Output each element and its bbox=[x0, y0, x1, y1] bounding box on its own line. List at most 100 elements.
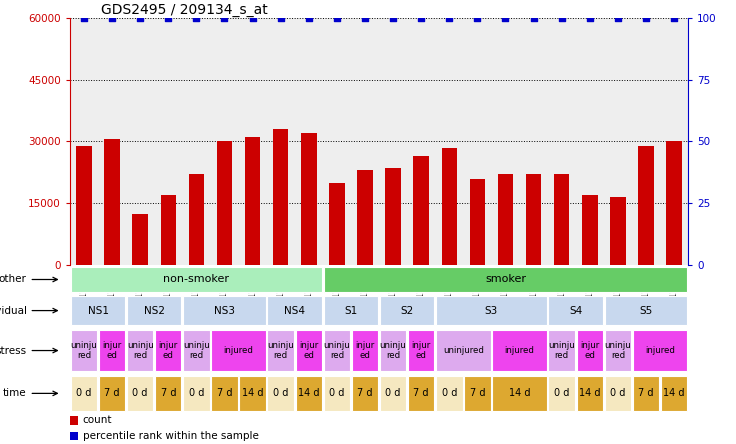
Text: NS3: NS3 bbox=[214, 305, 235, 316]
FancyBboxPatch shape bbox=[324, 376, 350, 411]
Bar bbox=[666, 141, 682, 265]
Text: 0 d: 0 d bbox=[610, 388, 626, 398]
Text: 0 d: 0 d bbox=[329, 388, 344, 398]
Text: injur
ed: injur ed bbox=[411, 341, 431, 360]
Text: injur
ed: injur ed bbox=[580, 341, 599, 360]
FancyBboxPatch shape bbox=[211, 330, 266, 371]
Text: uninju
red: uninju red bbox=[380, 341, 406, 360]
FancyBboxPatch shape bbox=[183, 330, 210, 371]
Point bbox=[134, 14, 146, 21]
Bar bbox=[414, 156, 429, 265]
FancyBboxPatch shape bbox=[436, 330, 491, 371]
Bar bbox=[160, 195, 176, 265]
Bar bbox=[638, 146, 654, 265]
FancyBboxPatch shape bbox=[380, 330, 406, 371]
FancyBboxPatch shape bbox=[183, 376, 210, 411]
Text: injured: injured bbox=[645, 346, 675, 355]
FancyBboxPatch shape bbox=[296, 330, 322, 371]
FancyBboxPatch shape bbox=[71, 330, 97, 371]
Bar bbox=[386, 168, 401, 265]
Text: uninju
red: uninju red bbox=[127, 341, 154, 360]
Text: injur
ed: injur ed bbox=[102, 341, 121, 360]
Bar bbox=[526, 174, 542, 265]
FancyBboxPatch shape bbox=[605, 330, 631, 371]
Text: injured: injured bbox=[505, 346, 534, 355]
Bar bbox=[188, 174, 204, 265]
FancyBboxPatch shape bbox=[548, 330, 575, 371]
Point bbox=[78, 14, 90, 21]
FancyBboxPatch shape bbox=[633, 330, 687, 371]
FancyBboxPatch shape bbox=[155, 330, 182, 371]
Bar bbox=[70, 416, 78, 425]
Text: 7 d: 7 d bbox=[357, 388, 372, 398]
FancyBboxPatch shape bbox=[324, 296, 378, 325]
Text: S3: S3 bbox=[485, 305, 498, 316]
FancyBboxPatch shape bbox=[605, 376, 631, 411]
FancyBboxPatch shape bbox=[380, 376, 406, 411]
Point bbox=[303, 14, 315, 21]
FancyBboxPatch shape bbox=[324, 267, 687, 292]
Point bbox=[106, 14, 118, 21]
Bar bbox=[582, 195, 598, 265]
FancyBboxPatch shape bbox=[408, 330, 434, 371]
Text: injur
ed: injur ed bbox=[355, 341, 375, 360]
FancyBboxPatch shape bbox=[296, 376, 322, 411]
Bar bbox=[442, 147, 457, 265]
Text: GDS2495 / 209134_s_at: GDS2495 / 209134_s_at bbox=[101, 3, 268, 17]
Bar bbox=[245, 137, 261, 265]
FancyBboxPatch shape bbox=[633, 376, 659, 411]
FancyBboxPatch shape bbox=[267, 296, 322, 325]
FancyBboxPatch shape bbox=[436, 296, 547, 325]
Text: 7 d: 7 d bbox=[216, 388, 233, 398]
Text: S4: S4 bbox=[569, 305, 582, 316]
Text: injured: injured bbox=[224, 346, 253, 355]
Text: 0 d: 0 d bbox=[386, 388, 401, 398]
Text: 0 d: 0 d bbox=[188, 388, 204, 398]
Text: 14 d: 14 d bbox=[298, 388, 319, 398]
FancyBboxPatch shape bbox=[436, 376, 462, 411]
Point bbox=[219, 14, 230, 21]
Text: uninjured: uninjured bbox=[443, 346, 484, 355]
Text: uninju
red: uninju red bbox=[267, 341, 294, 360]
Point bbox=[443, 14, 455, 21]
Text: 0 d: 0 d bbox=[554, 388, 570, 398]
FancyBboxPatch shape bbox=[464, 376, 491, 411]
FancyBboxPatch shape bbox=[548, 296, 603, 325]
Text: 0 d: 0 d bbox=[273, 388, 289, 398]
Point bbox=[275, 14, 286, 21]
FancyBboxPatch shape bbox=[408, 376, 434, 411]
Point bbox=[640, 14, 652, 21]
FancyBboxPatch shape bbox=[576, 330, 603, 371]
Text: 7 d: 7 d bbox=[160, 388, 176, 398]
Point bbox=[528, 14, 539, 21]
FancyBboxPatch shape bbox=[71, 267, 322, 292]
Point bbox=[331, 14, 343, 21]
Text: non-smoker: non-smoker bbox=[163, 274, 230, 285]
Text: uninju
red: uninju red bbox=[71, 341, 97, 360]
Text: stress: stress bbox=[0, 345, 26, 356]
Text: 0 d: 0 d bbox=[442, 388, 457, 398]
Bar bbox=[77, 146, 92, 265]
Text: injur
ed: injur ed bbox=[299, 341, 319, 360]
Text: NS2: NS2 bbox=[144, 305, 165, 316]
FancyBboxPatch shape bbox=[127, 296, 182, 325]
Text: S1: S1 bbox=[344, 305, 358, 316]
FancyBboxPatch shape bbox=[576, 376, 603, 411]
FancyBboxPatch shape bbox=[239, 376, 266, 411]
FancyBboxPatch shape bbox=[605, 296, 687, 325]
FancyBboxPatch shape bbox=[548, 376, 575, 411]
Text: 0 d: 0 d bbox=[132, 388, 148, 398]
FancyBboxPatch shape bbox=[324, 330, 350, 371]
Text: other: other bbox=[0, 274, 26, 285]
Point bbox=[500, 14, 512, 21]
Point bbox=[387, 14, 399, 21]
FancyBboxPatch shape bbox=[127, 376, 153, 411]
Text: uninju
red: uninju red bbox=[183, 341, 210, 360]
Point bbox=[359, 14, 371, 21]
Bar bbox=[554, 174, 570, 265]
Point bbox=[556, 14, 567, 21]
Point bbox=[163, 14, 174, 21]
FancyBboxPatch shape bbox=[183, 296, 266, 325]
FancyBboxPatch shape bbox=[211, 376, 238, 411]
Bar bbox=[70, 432, 78, 440]
